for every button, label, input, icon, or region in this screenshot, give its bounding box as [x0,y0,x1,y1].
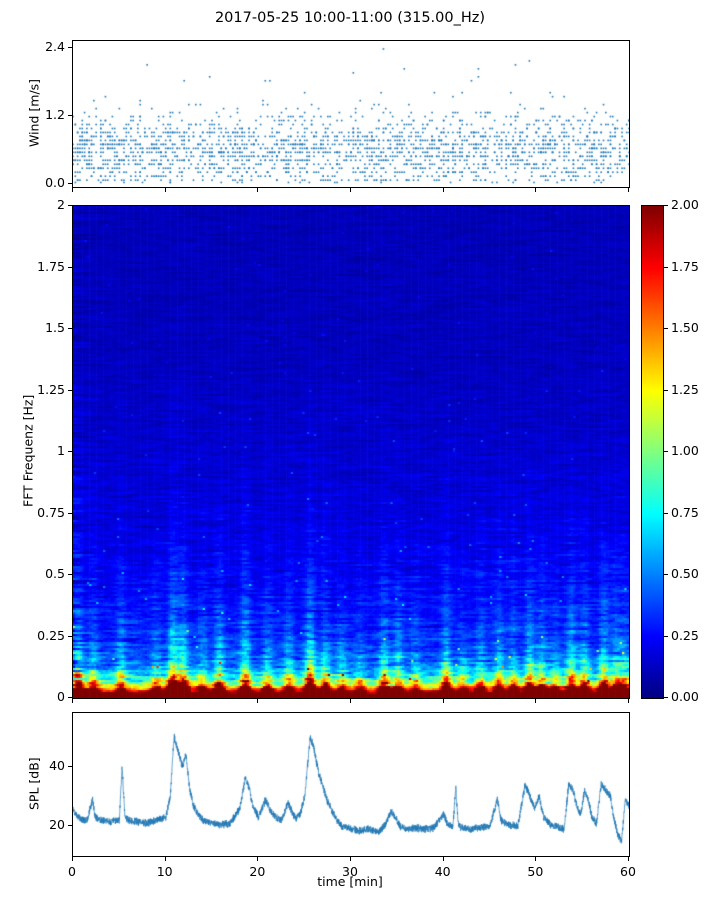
y-tick-mark [68,825,72,827]
x-tick-label: 30 [342,864,358,879]
y-tick-label: 2.4 [45,38,65,54]
colorbar-tick-label: 0.00 [671,689,699,704]
y-tick-mark [68,266,72,268]
colorbar-tick-mark [664,574,668,575]
y-tick-mark [68,183,72,185]
x-tick-mark [350,857,351,861]
x-tick-mark [164,857,166,861]
y-tick-label: 0.75 [37,504,65,520]
x-tick-label: 10 [156,864,173,879]
colorbar-tick-label: 1.00 [671,443,699,458]
fft-spectrogram-plot [72,205,630,699]
x-tick-mark [257,188,259,192]
x-tick-label: 50 [527,864,544,879]
spl-line-plot [72,712,630,857]
colorbar-tick-mark [664,205,668,206]
x-tick-label: 60 [620,864,636,879]
x-tick-mark [628,699,629,703]
spl-y-axis-label: SPL [dB] [26,757,42,810]
y-tick-label: 0.5 [45,566,65,581]
y-tick-label: 0 [57,689,65,704]
colorbar-tick-mark [664,635,668,637]
y-tick-label: 1.5 [45,320,65,335]
colorbar-tick-label: 1.50 [671,320,699,335]
y-tick-mark [68,389,72,391]
colorbar-tick-label: 2.00 [671,197,699,212]
x-tick-mark [72,188,73,192]
x-tick-label: 20 [249,864,266,879]
x-tick-mark [257,857,259,861]
y-tick-label: 1.25 [37,381,65,397]
y-tick-mark [68,451,72,452]
colorbar-tick-label: 0.75 [671,504,699,520]
y-tick-label: 20 [49,817,65,833]
x-tick-mark [164,699,166,703]
y-tick-mark [68,114,72,116]
colorbar-tick-label: 1.25 [671,381,699,397]
x-tick-mark [535,857,537,861]
y-tick-label: 1 [57,443,65,458]
y-tick-label: 1.2 [45,106,65,122]
colorbar-tick-mark [664,512,668,514]
x-tick-mark [442,857,444,861]
y-tick-label: 0.25 [37,627,65,643]
x-tick-mark [257,699,259,703]
y-tick-mark [68,328,72,329]
y-tick-mark [68,512,72,514]
x-tick-mark [164,188,166,192]
colorbar-tick-mark [664,697,668,698]
y-tick-label: 1.75 [37,258,65,274]
colorbar-tick-label: 0.50 [671,566,699,581]
colorbar-tick-label: 1.75 [671,258,699,274]
y-tick-mark [68,46,72,48]
y-tick-label: 0.0 [45,175,65,191]
x-tick-mark [442,188,444,192]
x-tick-mark [442,699,444,703]
x-tick-mark [72,857,73,861]
colorbar-tick-mark [664,389,668,391]
x-axis-label: time [min] [317,874,383,889]
y-tick-mark [68,765,72,767]
colorbar-tick-mark [664,451,668,452]
y-tick-mark [68,205,72,206]
colorbar [641,205,664,699]
x-tick-mark [628,188,629,192]
y-tick-mark [68,574,72,575]
y-tick-mark [68,697,72,698]
wind-scatter-plot [72,40,630,188]
x-tick-mark [350,188,351,192]
y-tick-mark [68,635,72,637]
colorbar-tick-mark [664,266,668,268]
x-tick-label: 40 [434,864,451,879]
figure-title: 2017-05-25 10:00-11:00 (315.00_Hz) [214,10,486,26]
x-tick-mark [72,699,73,703]
x-tick-mark [350,699,351,703]
colorbar-tick-mark [664,328,668,329]
x-tick-mark [535,699,537,703]
x-tick-mark [628,857,629,861]
x-tick-label: 0 [68,864,76,879]
colorbar-tick-label: 0.25 [671,627,699,643]
y-tick-label: 2 [57,197,65,212]
y-tick-label: 40 [49,757,65,773]
x-tick-mark [535,188,537,192]
